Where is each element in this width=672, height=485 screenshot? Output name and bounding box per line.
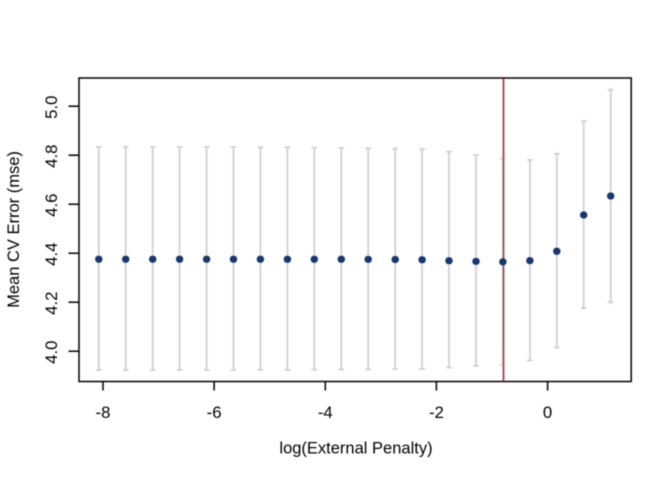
svg-text:4.8: 4.8 [42,145,61,168]
svg-text:4.4: 4.4 [42,243,61,266]
svg-text:-2: -2 [429,403,444,422]
svg-text:4.0: 4.0 [42,341,61,364]
svg-text:Mean CV Error (mse): Mean CV Error (mse) [5,151,23,308]
svg-text:4.6: 4.6 [42,194,61,217]
svg-text:4.2: 4.2 [42,292,61,315]
svg-text:-6: -6 [207,403,222,422]
svg-text:log(External Penalty): log(External Penalty) [279,439,432,457]
svg-text:5.0: 5.0 [42,96,61,119]
svg-text:-4: -4 [318,403,333,422]
svg-text:-8: -8 [96,403,111,422]
svg-text:0: 0 [543,403,552,422]
